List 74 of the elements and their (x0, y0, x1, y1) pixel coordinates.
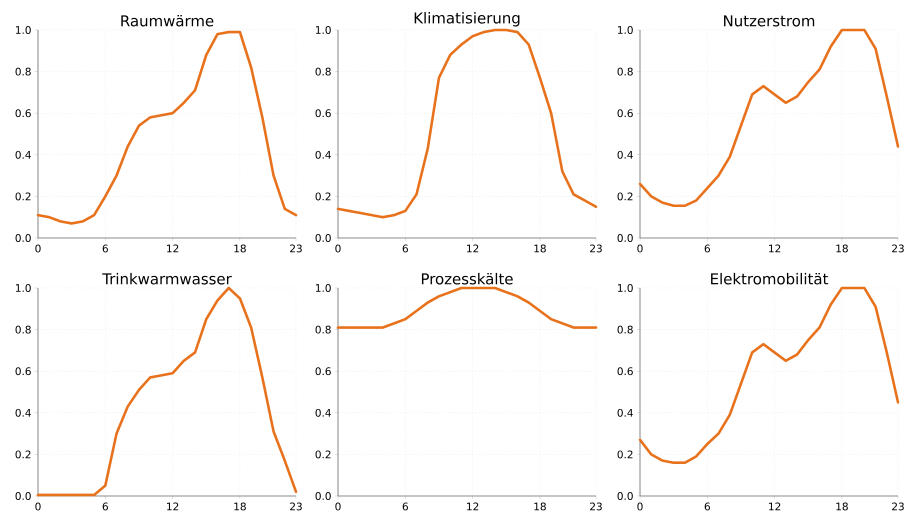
x-tick-label: 12 (167, 244, 178, 252)
x-tick-label: 0 (637, 502, 643, 510)
chart-title: Raumwärme (121, 14, 214, 26)
x-tick-label: 0 (35, 502, 41, 510)
y-tick-label: 0.4 (316, 408, 331, 417)
x-tick-label: 18 (534, 502, 546, 510)
y-tick-label: 0.8 (618, 326, 633, 334)
y-tick-label: 0.6 (16, 109, 31, 118)
x-tick-label: 6 (402, 244, 408, 252)
y-tick-label: 0.2 (316, 192, 330, 200)
y-tick-label: 0.8 (16, 68, 31, 76)
line-series (336, 28, 598, 218)
y-tick-label: 0.0 (16, 492, 31, 500)
y-tick-label: 0.4 (316, 150, 331, 159)
x-tick-label: 0 (335, 244, 341, 252)
x-tick-label: 12 (467, 244, 478, 252)
y-tick-label: 0.4 (16, 408, 31, 417)
y-tick-label: 0.8 (618, 68, 633, 76)
y-tick-label: 0.2 (16, 192, 30, 200)
y-tick-label: 0.4 (16, 150, 31, 159)
x-tick-label: 0 (35, 244, 41, 252)
y-tick-label: 0.2 (618, 192, 632, 200)
x-tick-label: 18 (836, 244, 848, 252)
y-tick-label: 0.4 (618, 150, 633, 159)
x-tick-label: 12 (467, 502, 478, 510)
x-tick-label: 23 (590, 502, 602, 510)
chart-title: Klimatisierung (414, 12, 520, 26)
y-tick-label: 0.4 (618, 408, 633, 417)
chart-title: Trinkwarmwasser (102, 272, 232, 284)
y-tick-label: 1.0 (316, 284, 331, 292)
y-tick-label: 1.0 (618, 26, 633, 34)
x-tick-label: 6 (402, 502, 408, 510)
x-tick-label: 18 (234, 502, 246, 510)
y-tick-label: 1.0 (16, 26, 31, 34)
y-tick-label: 0.6 (618, 367, 633, 376)
y-tick-label: 1.0 (16, 284, 31, 292)
y-tick-label: 0.0 (316, 492, 331, 500)
y-tick-label: 0.2 (16, 450, 30, 458)
y-tick-label: 0.2 (618, 450, 632, 458)
x-tick-label: 23 (892, 502, 904, 510)
y-tick-label: 0.0 (316, 234, 331, 242)
x-tick-label: 6 (704, 244, 710, 252)
x-tick-label: 0 (335, 502, 341, 510)
x-tick-label: 23 (590, 244, 602, 252)
y-tick-label: 0.6 (316, 367, 331, 376)
x-tick-label: 6 (102, 502, 108, 510)
x-tick-label: 18 (534, 244, 546, 252)
x-tick-label: 12 (167, 502, 178, 510)
y-tick-label: 0.6 (16, 367, 31, 376)
x-tick-label: 18 (234, 244, 246, 252)
x-tick-label: 0 (637, 244, 643, 252)
x-tick-label: 6 (704, 502, 710, 510)
x-tick-label: 23 (892, 244, 904, 252)
chart-title: Prozesskälte (422, 272, 513, 284)
x-tick-label: 23 (290, 244, 302, 252)
x-tick-label: 18 (836, 502, 848, 510)
chart-title: Elektromobilität (711, 272, 828, 284)
y-tick-label: 0.0 (16, 234, 31, 242)
y-tick-label: 1.0 (618, 284, 633, 292)
x-tick-label: 23 (290, 502, 302, 510)
y-tick-label: 0.6 (618, 109, 633, 118)
y-tick-label: 0.2 (316, 450, 330, 458)
y-tick-label: 0.6 (316, 109, 331, 118)
chart-title: Nutzerstrom (724, 15, 814, 26)
x-tick-label: 12 (769, 244, 780, 252)
y-tick-label: 0.8 (316, 326, 331, 334)
x-tick-label: 6 (102, 244, 108, 252)
y-tick-label: 1.0 (316, 26, 331, 34)
y-tick-label: 0.8 (316, 68, 331, 76)
y-tick-label: 0.0 (618, 492, 633, 500)
y-tick-label: 0.8 (16, 326, 31, 334)
line-series (36, 30, 298, 225)
x-tick-label: 12 (769, 502, 780, 510)
y-tick-label: 0.0 (618, 234, 633, 242)
